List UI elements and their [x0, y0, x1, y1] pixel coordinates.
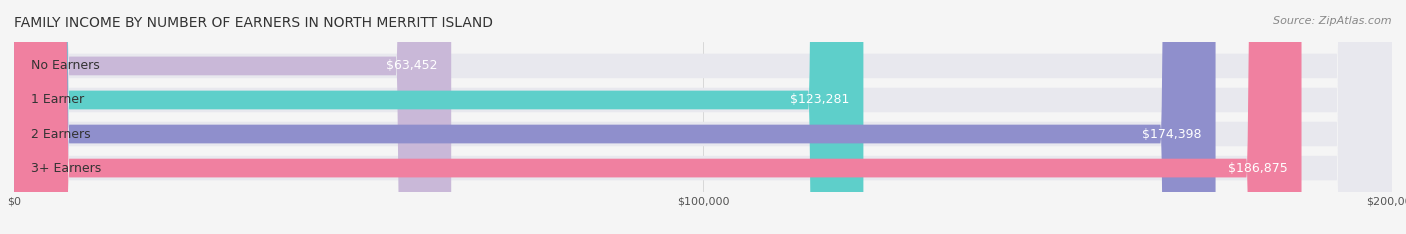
- Text: $63,452: $63,452: [385, 59, 437, 73]
- Text: Source: ZipAtlas.com: Source: ZipAtlas.com: [1274, 16, 1392, 26]
- Text: No Earners: No Earners: [31, 59, 100, 73]
- Text: 2 Earners: 2 Earners: [31, 128, 91, 141]
- Text: 3+ Earners: 3+ Earners: [31, 161, 101, 175]
- Text: $123,281: $123,281: [790, 93, 849, 106]
- FancyBboxPatch shape: [14, 0, 1302, 234]
- Text: FAMILY INCOME BY NUMBER OF EARNERS IN NORTH MERRITT ISLAND: FAMILY INCOME BY NUMBER OF EARNERS IN NO…: [14, 16, 494, 30]
- FancyBboxPatch shape: [14, 0, 1392, 234]
- FancyBboxPatch shape: [14, 0, 1392, 234]
- FancyBboxPatch shape: [14, 0, 1392, 234]
- FancyBboxPatch shape: [14, 0, 863, 234]
- Text: $186,875: $186,875: [1227, 161, 1288, 175]
- FancyBboxPatch shape: [14, 0, 1392, 234]
- FancyBboxPatch shape: [14, 0, 451, 234]
- FancyBboxPatch shape: [14, 0, 1216, 234]
- Text: 1 Earner: 1 Earner: [31, 93, 84, 106]
- Text: $174,398: $174,398: [1142, 128, 1202, 141]
